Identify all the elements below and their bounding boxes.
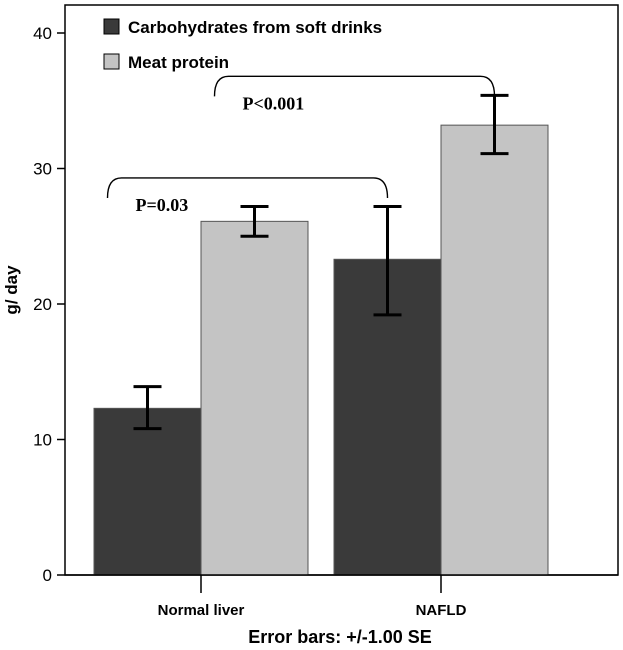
- y-tick-label-40: 40: [33, 24, 52, 43]
- bar-0-0: [93, 407, 202, 576]
- error-bars-layer: [133, 93, 509, 431]
- legend: Carbohydrates from soft drinks Meat prot…: [103, 18, 382, 72]
- y-tick-label-30: 30: [33, 160, 52, 179]
- x-tick-label-normal-liver: Normal liver: [158, 602, 245, 619]
- y-tick-label-0: 0: [43, 566, 52, 585]
- bars-layer: [93, 124, 549, 576]
- significance-bracket-0: [106, 177, 389, 198]
- bar-1-1: [440, 124, 549, 576]
- y-tick-label-20: 20: [33, 295, 52, 314]
- y-axis-label: g/ day: [2, 265, 21, 315]
- legend-label-meat-protein: Meat protein: [128, 53, 229, 72]
- significance-label-0: P=0.03: [136, 195, 189, 215]
- x-tick-label-nafld: NAFLD: [416, 602, 467, 619]
- annotations-layer: P=0.03 P<0.001: [106, 75, 496, 215]
- bar-1-0: [200, 220, 309, 576]
- significance-label-1: P<0.001: [243, 93, 305, 113]
- error-bar-note: Error bars: +/-1.00 SE: [248, 627, 432, 647]
- legend-swatch-meat-protein: [103, 53, 120, 70]
- legend-swatch-carbohydrates: [103, 18, 120, 35]
- y-tick-label-10: 10: [33, 431, 52, 450]
- legend-label-carbohydrates: Carbohydrates from soft drinks: [128, 18, 382, 37]
- axes-layer: 0 10 20 30 40 Normal liver NAFLD: [33, 24, 618, 619]
- significance-bracket-1: [213, 75, 496, 97]
